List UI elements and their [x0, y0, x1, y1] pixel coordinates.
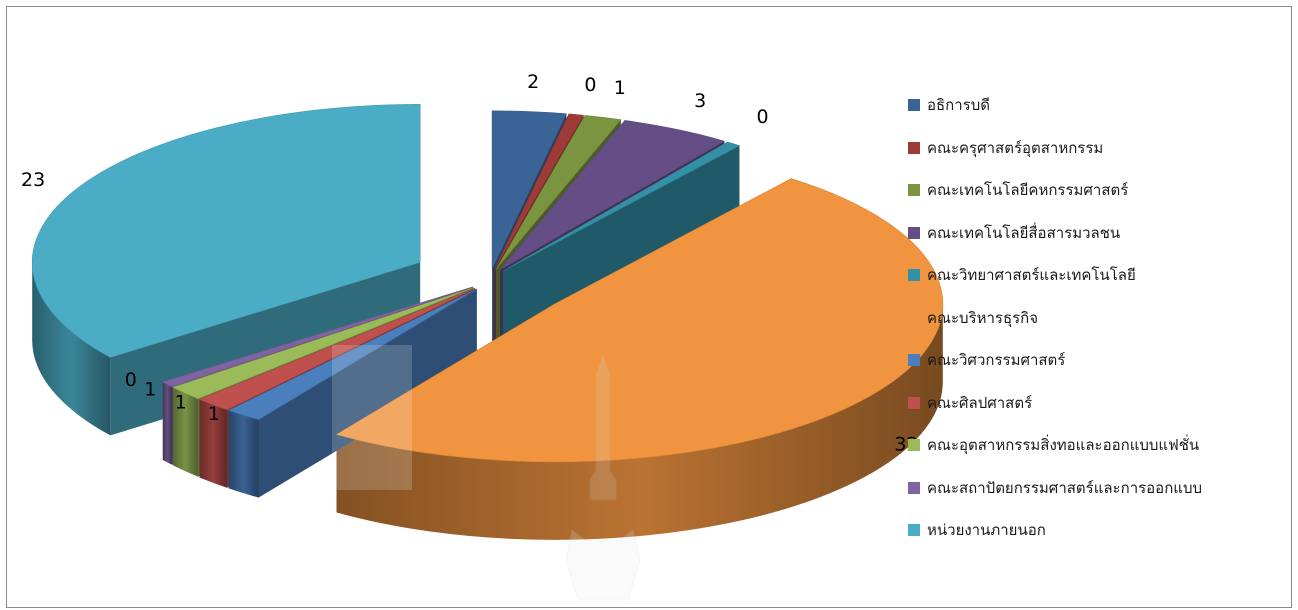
legend-swatch	[908, 524, 920, 537]
legend-item: คณะวิศวกรรมศาสตร์	[908, 339, 1278, 382]
pie-slice-7	[198, 287, 476, 411]
pie-slice-outer-side	[199, 399, 228, 488]
legend-item: คณะบริหารธุรกิจ	[908, 297, 1278, 340]
data-label-2: 1	[614, 77, 626, 99]
pie-slice-8	[172, 287, 474, 399]
data-label-4: 0	[757, 106, 769, 128]
pie-slice-side-4	[503, 142, 740, 349]
legend-label: คณะบริหารธุรกิจ	[927, 308, 1039, 327]
legend-swatch	[908, 354, 920, 367]
legend-swatch	[908, 269, 920, 282]
legend-label: คณะอุตสาหกรรมสิ่งทอและออกแบบแฟชั่น	[927, 436, 1200, 455]
pie-slice-3	[499, 120, 726, 271]
pie-slice-outer-side	[228, 410, 259, 498]
pie-slice-0	[491, 110, 567, 269]
data-label-8: 1	[144, 379, 156, 401]
legend-label: คณะสถาปัตยกรรมศาสตร์และการออกแบบ	[927, 478, 1202, 497]
pie-slice-outer-side	[162, 382, 173, 465]
pie-slice-outer-side	[172, 387, 198, 477]
legend-item: คณะเทคโนโลยีคหกรรมศาสตร์	[908, 169, 1278, 212]
legend-swatch	[908, 481, 920, 494]
pie-slice-1	[494, 113, 585, 270]
legend: อธิการบดีคณะครุศาสตร์อุตสาหกรรมคณะเทคโนโ…	[908, 84, 1278, 552]
pie-slice-5	[335, 178, 944, 463]
pie-slice-6	[227, 288, 477, 420]
legend-label: อธิการบดี	[927, 96, 990, 115]
legend-item: คณะวิทยาศาสตร์และเทคโนโลยี	[908, 254, 1278, 297]
legend-label: คณะเทคโนโลยีคหกรรมศาสตร์	[927, 181, 1129, 200]
pie-slice-9	[162, 286, 473, 388]
legend-swatch	[908, 396, 920, 409]
legend-label: คณะวิทยาศาสตร์และเทคโนโลยี	[927, 266, 1136, 285]
legend-item: หน่วยงานภายนอก	[908, 509, 1278, 552]
watermark-emblem	[332, 345, 641, 601]
pie-slice-outer-side	[32, 262, 111, 436]
legend-swatch	[908, 184, 920, 197]
legend-swatch	[908, 141, 920, 154]
pie-slice-2	[495, 115, 622, 270]
legend-item: คณะครุศาสตร์อุตสาหกรรม	[908, 127, 1278, 170]
data-label-9: 0	[125, 369, 137, 391]
legend-swatch	[908, 439, 920, 452]
data-label-10: 23	[21, 169, 45, 191]
data-label-7: 1	[175, 391, 187, 413]
data-label-6: 1	[208, 403, 220, 425]
data-label-3: 3	[694, 90, 706, 112]
legend-item: คณะเทคโนโลยีสื่อสารมวลชน	[908, 212, 1278, 255]
legend-label: คณะศิลปศาสตร์	[927, 393, 1033, 412]
pie-slice-outer-side	[336, 303, 943, 540]
legend-swatch	[908, 226, 920, 239]
legend-item: คณะสถาปัตยกรรมศาสตร์และการออกแบบ	[908, 467, 1278, 510]
legend-label: คณะเทคโนโลยีสื่อสารมวลชน	[927, 223, 1121, 242]
data-label-0: 2	[527, 71, 539, 93]
pie-slice-side-6	[228, 288, 477, 498]
legend-label: หน่วยงานภายนอก	[927, 521, 1046, 540]
legend-label: คณะครุศาสตร์อุตสาหกรรม	[927, 138, 1104, 157]
legend-label: คณะวิศวกรรมศาสตร์	[927, 351, 1066, 370]
legend-item: คณะอุตสาหกรรมสิ่งทอและออกแบบแฟชั่น	[908, 424, 1278, 467]
pie-slice-10	[31, 103, 421, 358]
pie-slice-4	[502, 141, 741, 272]
legend-item: คณะศิลปศาสตร์	[908, 382, 1278, 425]
pie-slice-wall	[503, 145, 740, 349]
legend-item: อธิการบดี	[908, 84, 1278, 127]
data-label-1: 0	[584, 74, 596, 96]
legend-swatch	[908, 311, 920, 324]
pie-slice-wall	[228, 288, 477, 489]
legend-swatch	[908, 99, 920, 112]
